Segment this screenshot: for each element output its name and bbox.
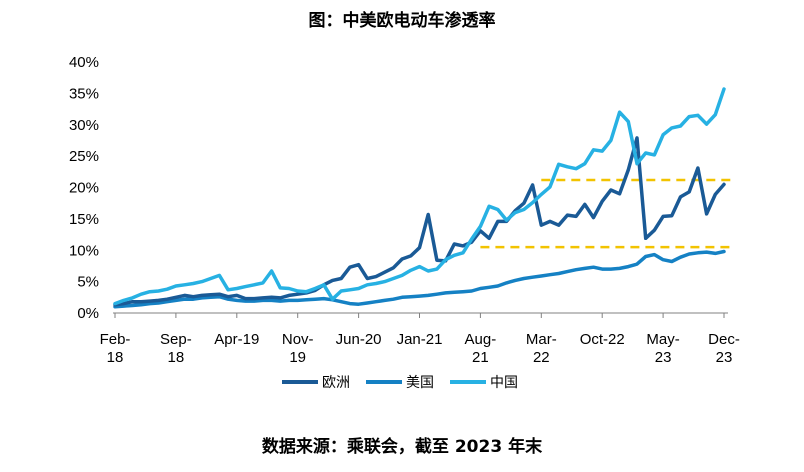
x-tick-label: Dec- (708, 331, 740, 348)
source-note: 数据来源：乘联会，截至 2023 年末 (261, 437, 543, 457)
x-tick-label: Oct-22 (580, 331, 625, 348)
y-tick-label: 40% (69, 54, 99, 71)
x-tick-label: May- (646, 331, 679, 348)
legend-swatch-europe (282, 380, 318, 384)
legend-label-europe: 欧洲 (322, 375, 350, 391)
x-tick-label: Jan-21 (397, 331, 443, 348)
x-tick-label: Apr-19 (214, 331, 259, 348)
china-series-line (113, 87, 726, 306)
x-tick-label: Feb- (100, 331, 131, 348)
x-tick-label: Sep- (160, 331, 192, 348)
y-tick-label: 20% (69, 180, 99, 197)
y-tick-label: 10% (69, 242, 99, 259)
x-tick-label: Mar- (526, 331, 557, 348)
x-tick-label-year: 23 (655, 349, 672, 366)
x-tick-label-year: 23 (716, 349, 733, 366)
y-tick-label: 15% (69, 211, 99, 228)
x-tick-label-year: 18 (107, 349, 124, 366)
legend-swatch-china (450, 380, 486, 384)
x-tick-label: Aug- (465, 331, 497, 348)
chart-title: 图：中美欧电动车渗透率 (308, 11, 496, 31)
legend-label-usa: 美国 (406, 375, 434, 391)
x-tick-label-year: 19 (289, 349, 306, 366)
y-tick-label: 35% (69, 85, 99, 102)
legend: 欧洲 美国 中国 (282, 372, 534, 392)
y-tick-label: 5% (77, 274, 99, 291)
x-tick-label-year: 22 (533, 349, 550, 366)
usa-series-line (113, 249, 726, 309)
legend-item-europe: 欧洲 (282, 372, 350, 392)
y-tick-label: 30% (69, 117, 99, 134)
legend-item-china: 中国 (450, 372, 518, 392)
legend-item-usa: 美国 (366, 372, 434, 392)
x-tick-label-year: 21 (472, 349, 489, 366)
x-tick-label: Jun-20 (336, 331, 382, 348)
y-tick-label: 25% (69, 148, 99, 165)
y-tick-label: 0% (77, 305, 99, 322)
europe-series-line (113, 136, 726, 307)
legend-swatch-usa (366, 380, 402, 384)
x-tick-label-year: 18 (168, 349, 185, 366)
x-tick-label: Nov- (282, 331, 314, 348)
legend-label-china: 中国 (490, 375, 518, 391)
